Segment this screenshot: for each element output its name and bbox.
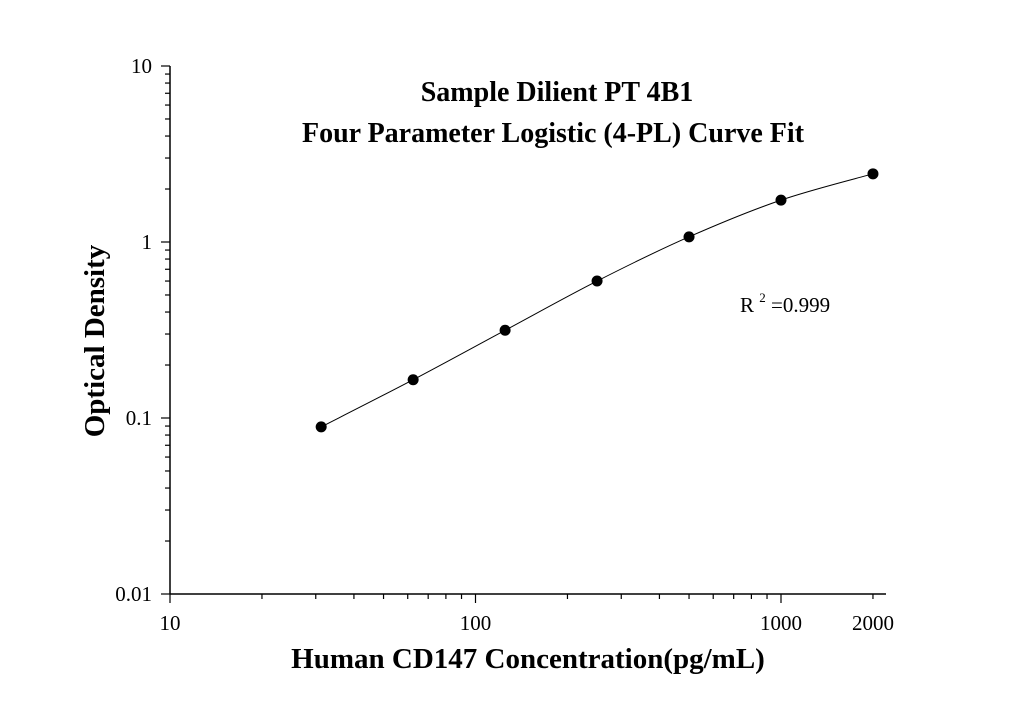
data-points (315, 168, 879, 433)
y-tick-label: 0.1 (126, 406, 152, 430)
ticks: 10 100 1000 2000 10 1 0.1 0.01 (115, 54, 894, 635)
x-tick-label: 10 (160, 611, 181, 635)
x-tick-label: 100 (460, 611, 492, 635)
data-point (407, 374, 419, 386)
y-tick-label: 10 (131, 54, 152, 78)
r-squared-superscript: 2 (759, 290, 766, 305)
r-squared-base: R (740, 293, 754, 317)
x-axis-title: Human CD147 Concentration(pg/mL) (291, 643, 765, 675)
data-point (499, 324, 511, 336)
y-axis-title: Optical Density (79, 244, 111, 437)
data-point (775, 194, 787, 206)
r-squared-annotation: R 2 =0.999 (740, 283, 830, 317)
r-squared-value: =0.999 (771, 293, 830, 317)
data-point (867, 168, 879, 180)
x-tick-label: 2000 (852, 611, 894, 635)
y-tick-label: 0.01 (115, 582, 152, 606)
chart-title: Sample Dilient PT 4B1 (421, 77, 694, 108)
data-point (591, 275, 603, 287)
chart-subtitle: Four Parameter Logistic (4-PL) Curve Fit (302, 118, 805, 149)
y-tick-label: 1 (142, 230, 153, 254)
data-point (315, 421, 327, 433)
data-point (683, 231, 695, 243)
x-tick-label: 1000 (760, 611, 802, 635)
